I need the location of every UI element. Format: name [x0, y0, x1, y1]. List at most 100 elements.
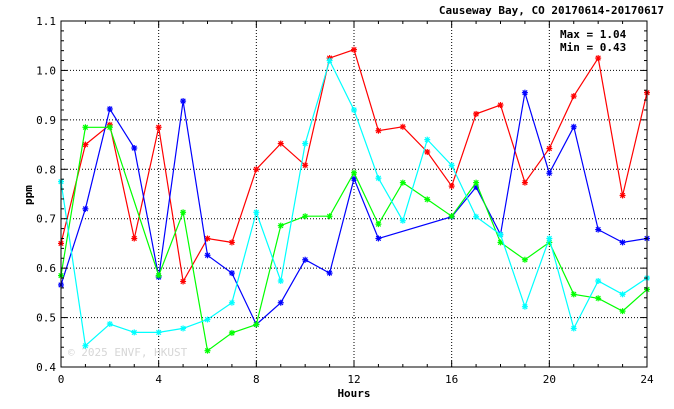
data-point	[228, 329, 235, 336]
data-point	[204, 347, 211, 354]
data-point	[326, 213, 333, 220]
data-point	[595, 277, 602, 284]
data-point	[619, 192, 626, 199]
data-point	[473, 110, 480, 117]
x-tick-label: 24	[640, 373, 654, 386]
data-point	[228, 299, 235, 306]
data-point	[448, 183, 455, 190]
x-tick-label: 12	[347, 373, 360, 386]
data-point	[521, 89, 528, 96]
data-point	[277, 299, 284, 306]
data-point	[595, 55, 602, 62]
data-point	[375, 175, 382, 182]
data-point	[302, 140, 309, 147]
x-tick-label: 16	[445, 373, 458, 386]
data-point	[82, 342, 89, 349]
data-point	[106, 124, 113, 131]
series-0	[58, 46, 650, 285]
x-tick-label: 20	[543, 373, 556, 386]
series-line	[60, 58, 648, 347]
data-point	[497, 239, 504, 246]
data-point	[595, 295, 602, 302]
y-tick-label: 0.8	[36, 163, 56, 176]
data-point	[375, 221, 382, 228]
data-point	[180, 325, 187, 332]
data-point	[253, 209, 260, 216]
x-tick-labels: 0 4 8 12 16 20 24	[58, 373, 654, 386]
data-point	[399, 179, 406, 186]
data-point	[351, 46, 357, 53]
y-tick-label: 0.5	[36, 312, 56, 325]
y-tick-label: 0.4	[36, 361, 56, 374]
data-point	[155, 272, 162, 279]
data-point	[155, 329, 162, 336]
y-tick-label: 1.1	[36, 15, 56, 28]
data-point	[82, 124, 89, 131]
data-point	[375, 127, 382, 134]
data-point	[570, 93, 577, 100]
data-point	[546, 145, 553, 152]
data-point	[424, 196, 431, 203]
data-point	[473, 179, 480, 186]
y-axis-label: ppm	[22, 185, 35, 205]
y-tick-label: 0.6	[36, 262, 56, 275]
data-point	[180, 278, 187, 285]
data-point	[619, 291, 626, 298]
max-stat: Max = 1.04	[560, 28, 627, 41]
data-point	[277, 140, 284, 147]
min-stat: Min = 0.43	[560, 41, 626, 54]
data-point	[375, 235, 382, 242]
data-point	[106, 105, 113, 112]
data-point	[448, 162, 455, 169]
data-point	[497, 231, 504, 238]
data-point	[473, 213, 480, 220]
data-point	[155, 124, 162, 131]
data-point	[546, 170, 553, 177]
data-point	[228, 270, 235, 277]
series-2	[58, 124, 650, 354]
data-point	[253, 321, 260, 328]
data-point	[351, 169, 357, 176]
data-point	[326, 57, 333, 64]
axis-ticks	[60, 20, 648, 368]
x-tick-label: 8	[253, 373, 260, 386]
data-point	[82, 205, 89, 212]
data-point	[619, 308, 626, 315]
data-point	[497, 102, 504, 109]
data-point	[619, 239, 626, 246]
data-point	[570, 325, 577, 332]
watermark: © 2025 ENVF, HKUST	[68, 346, 188, 359]
data-point	[399, 217, 406, 224]
data-point	[521, 179, 528, 186]
x-tick-label: 0	[58, 373, 65, 386]
y-tick-label: 0.9	[36, 114, 56, 127]
data-point	[595, 226, 602, 233]
data-point	[228, 239, 235, 246]
x-axis-label: Hours	[337, 387, 370, 400]
data-point	[570, 123, 577, 130]
data-point	[253, 166, 260, 173]
data-point	[180, 209, 187, 216]
data-point	[302, 162, 309, 169]
data-point	[521, 303, 528, 310]
chart-title: Causeway Bay, CO 20170614-20170617	[439, 4, 664, 17]
data-point	[399, 123, 406, 130]
data-point	[131, 145, 138, 152]
series-layer	[58, 46, 650, 354]
data-point	[277, 277, 284, 284]
data-point	[546, 235, 553, 242]
data-point	[204, 235, 211, 242]
data-point	[424, 148, 431, 155]
y-tick-label: 0.7	[36, 213, 56, 226]
grid-lines	[61, 21, 647, 367]
data-point	[180, 98, 187, 105]
data-point	[448, 213, 455, 220]
data-point	[204, 252, 211, 259]
data-point	[302, 256, 309, 263]
data-point	[106, 320, 113, 327]
data-point	[131, 235, 138, 242]
data-point	[277, 222, 284, 229]
data-point	[204, 316, 211, 323]
y-tick-label: 1.0	[36, 64, 56, 77]
data-point	[131, 329, 138, 336]
